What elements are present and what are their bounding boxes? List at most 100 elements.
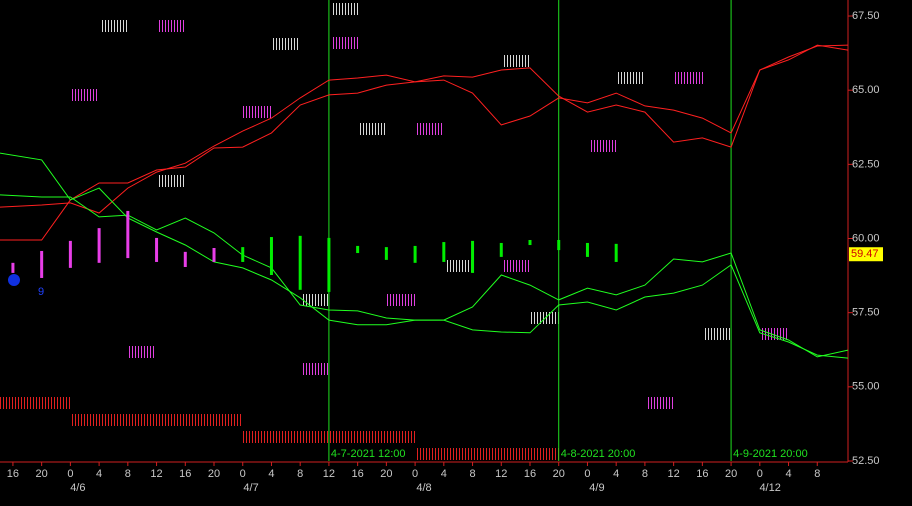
hatch-block (243, 106, 271, 118)
hatch-block (332, 37, 358, 49)
x-tick-label: 4 (613, 468, 619, 480)
date-label: 4/7 (243, 482, 258, 494)
y-tick-label: 52.50 (852, 455, 880, 467)
x-tick-label: 4 (441, 468, 447, 480)
hatch-block (332, 3, 358, 15)
range-bar (183, 251, 187, 267)
x-tick-label: 12 (495, 468, 507, 480)
x-tick-label: 0 (240, 468, 246, 480)
x-tick-label: 8 (125, 468, 131, 480)
range-bar (155, 237, 159, 262)
x-tick-label: 4 (785, 468, 791, 480)
hatch-block (646, 397, 674, 409)
hatch-block (243, 431, 416, 443)
date-label: 4/6 (70, 482, 85, 494)
range-bar (269, 237, 273, 275)
x-tick-label: 0 (584, 468, 590, 480)
price-line (0, 194, 849, 359)
x-tick-label: 12 (668, 468, 680, 480)
annotation: 9 (38, 286, 44, 298)
y-tick-label: 60.00 (852, 232, 880, 244)
range-bar (40, 250, 44, 278)
range-bar (614, 243, 618, 262)
range-bar (212, 248, 216, 262)
price-line (0, 44, 849, 241)
range-bar (471, 240, 475, 273)
x-tick-label: 16 (352, 468, 364, 480)
hatch-block (416, 448, 560, 460)
x-tick-label: 16 (524, 468, 536, 480)
range-bar (241, 247, 245, 262)
x-tick-label: 8 (297, 468, 303, 480)
last-price-box (849, 247, 883, 262)
hatch-block (445, 260, 473, 272)
x-tick-label: 20 (553, 468, 565, 480)
hatch-block (387, 294, 415, 306)
date-label: 4/8 (416, 482, 431, 494)
y-tick-label: 67.50 (852, 10, 880, 22)
range-bar (356, 245, 360, 254)
range-bar (499, 242, 503, 257)
hatch-block (100, 20, 128, 32)
hatch-block (704, 328, 732, 340)
date-label: 4/9 (589, 482, 604, 494)
hatch-block (358, 123, 386, 135)
range-bar (442, 242, 446, 262)
last-price-label: 59.47 (851, 248, 879, 260)
range-bar (384, 247, 388, 260)
x-tick-label: 8 (814, 468, 820, 480)
range-bar (11, 262, 15, 273)
y-tick-label: 62.50 (852, 158, 880, 170)
range-bar (413, 245, 417, 263)
y-tick-label: 55.00 (852, 381, 880, 393)
hatch-block (301, 294, 329, 306)
range-bar (557, 239, 561, 251)
x-tick-label: 20 (380, 468, 392, 480)
x-tick-label: 20 (725, 468, 737, 480)
range-bar (585, 242, 589, 257)
hatch-block (70, 89, 98, 101)
hatch-block (761, 328, 789, 340)
x-tick-label: 4 (96, 468, 102, 480)
hatch-block (70, 414, 243, 426)
x-tick-label: 0 (757, 468, 763, 480)
x-tick-label: 16 (179, 468, 191, 480)
session-label: 4-9-2021 20:00 (733, 448, 808, 460)
range-bar (97, 228, 101, 263)
x-tick-label: 12 (323, 468, 335, 480)
x-tick-label: 12 (150, 468, 162, 480)
price-line (0, 44, 849, 214)
session-label: 4-8-2021 20:00 (561, 448, 636, 460)
hatch-block (272, 38, 300, 50)
x-tick-label: 4 (268, 468, 274, 480)
signal-dot (8, 274, 20, 286)
hatch-block (675, 72, 703, 84)
x-tick-label: 0 (67, 468, 73, 480)
hatch-block (502, 55, 530, 67)
range-bar (68, 240, 72, 268)
hatch-block (301, 363, 329, 375)
profile-blocks (0, 3, 789, 460)
range-bar (327, 237, 331, 292)
hatch-block (157, 20, 185, 32)
y-tick-label: 57.50 (852, 307, 880, 319)
session-label: 4-7-2021 12:00 (331, 448, 406, 460)
range-bar (528, 239, 532, 246)
hatch-block (0, 397, 70, 409)
x-tick-label: 0 (412, 468, 418, 480)
range-bar (126, 210, 130, 259)
range-bar (298, 235, 302, 290)
x-tick-label: 8 (642, 468, 648, 480)
hatch-block (589, 140, 617, 152)
x-tick-label: 16 (696, 468, 708, 480)
x-tick-label: 8 (469, 468, 475, 480)
hatch-block (128, 346, 156, 358)
x-tick-label: 16 (7, 468, 19, 480)
y-tick-label: 65.00 (852, 84, 880, 96)
hatch-block (416, 123, 444, 135)
date-label: 4/12 (759, 482, 780, 494)
hatch-block (157, 175, 185, 187)
x-tick-label: 20 (36, 468, 48, 480)
